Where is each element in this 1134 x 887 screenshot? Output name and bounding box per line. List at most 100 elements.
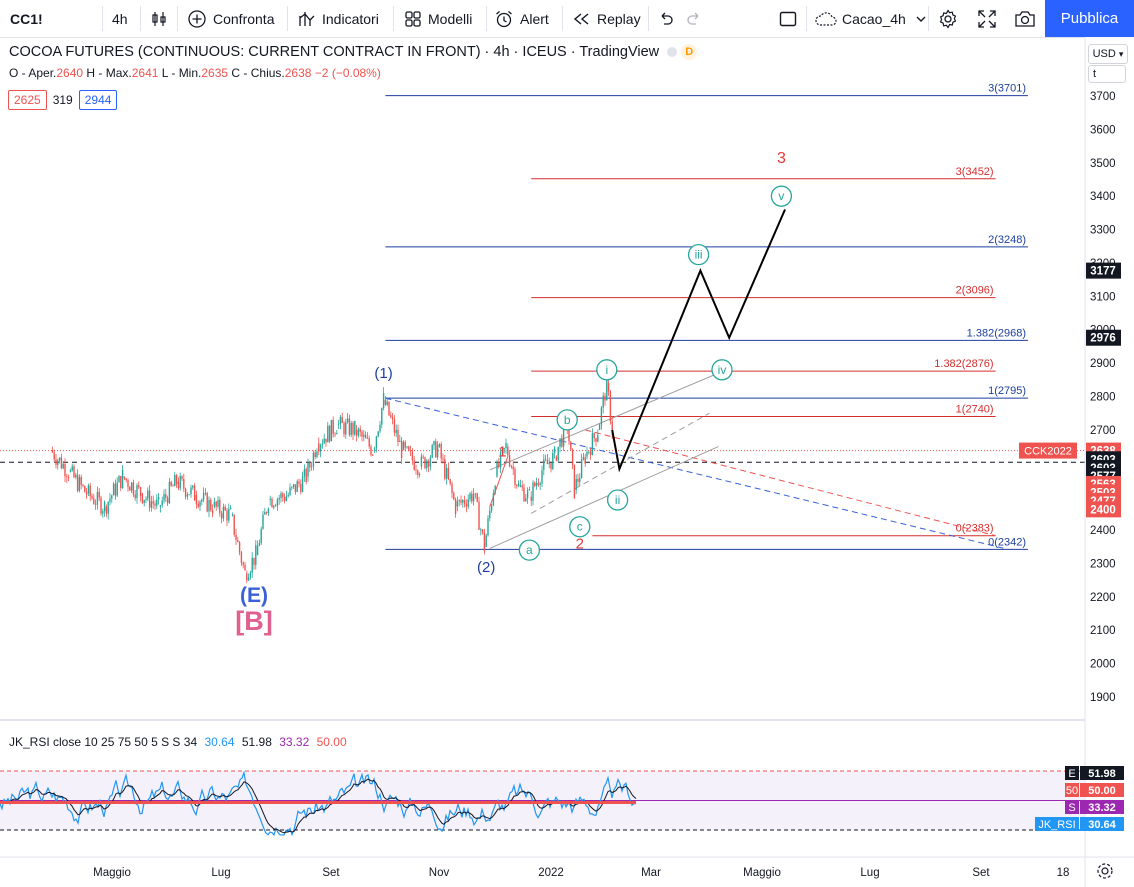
snapshot-button[interactable] [1013, 0, 1037, 37]
fullscreen-toggle-button[interactable] [778, 0, 798, 37]
candle-body [562, 423, 565, 447]
compare-button[interactable]: Confronta [187, 0, 274, 37]
candle-body [323, 438, 325, 444]
candle-body [584, 457, 586, 464]
candle-body [202, 493, 205, 500]
candle-body [262, 514, 264, 529]
templates-button[interactable]: Modelli [403, 0, 472, 37]
undo-button[interactable] [657, 0, 675, 37]
gear-icon [939, 8, 957, 29]
price-axis[interactable]: 3700360035003400330032003100300029002800… [1019, 37, 1134, 887]
candle-body [84, 485, 86, 493]
divider [806, 6, 807, 31]
candle-body [192, 485, 194, 488]
cloud-icon [815, 11, 837, 26]
templates-icon [405, 10, 421, 27]
gear-icon [1097, 863, 1113, 879]
indicators-button[interactable]: Indicatori [297, 0, 379, 37]
camera-icon [1015, 10, 1035, 27]
candle-body [577, 479, 579, 482]
candle-body [552, 453, 554, 469]
replay-button[interactable]: Replay [572, 0, 641, 37]
rsi-ema-line [0, 778, 637, 834]
candle-body [138, 485, 140, 488]
rsi-tag-value: 30.64 [1088, 819, 1116, 831]
candle-body [219, 499, 221, 514]
time-axis[interactable]: Maggio Lug Set Nov 2022 Mar Maggio Lug Set 18 [0, 856, 1134, 879]
sell-badge[interactable]: 2625 [8, 90, 47, 110]
wave-label: (2) [477, 559, 495, 576]
layout-button[interactable]: Cacao_4h [814, 0, 928, 37]
price-label: 3177 [1090, 266, 1116, 278]
candle-body [539, 483, 541, 485]
divider [102, 6, 103, 31]
rsi-tag-key-bg [1065, 783, 1079, 797]
candle-body [604, 395, 606, 401]
wave-label: 2 [576, 535, 584, 552]
candle-body [94, 503, 97, 505]
delay-badge[interactable]: D [681, 44, 698, 61]
chart-style-button[interactable] [150, 0, 168, 37]
candle-body [136, 485, 138, 499]
divider [140, 6, 141, 31]
interval-button[interactable]: 4h [112, 10, 128, 27]
candle-body [582, 457, 585, 460]
candle-body [294, 484, 297, 492]
open-label: O - Aper. [9, 66, 57, 80]
buy-badge[interactable]: 2944 [78, 90, 118, 110]
settings-button[interactable] [937, 0, 959, 37]
candle-body [341, 416, 343, 424]
candle-body [271, 498, 273, 508]
candle-body [391, 417, 394, 420]
price-tick-label: 3500 [1090, 158, 1116, 170]
time-tick-label: 18 [1057, 867, 1070, 879]
scale-select[interactable]: t [1088, 65, 1126, 83]
candle-body [244, 564, 246, 571]
currency-label: USD [1092, 48, 1116, 60]
candle-body [132, 482, 135, 495]
candle-body [66, 476, 68, 478]
candle-body [181, 476, 183, 480]
candle-body [435, 441, 437, 458]
currency-select[interactable]: USD ▾ [1088, 44, 1128, 64]
candle-body [411, 451, 414, 461]
candle-body [377, 431, 379, 437]
fullscreen-button[interactable] [976, 0, 998, 37]
fib-level-label: 0(2383) [956, 523, 994, 535]
chart-area[interactable]: 3(3701) 3(3452) 2(3248) 2(3096) 1.382(2968) 1… [0, 37, 1134, 887]
redo-button[interactable] [685, 0, 703, 37]
candle-body [555, 456, 558, 461]
candle-body [481, 529, 484, 533]
rsi-tag-value: 51.98 [1088, 768, 1116, 780]
divider [928, 6, 929, 31]
candle-body [357, 428, 360, 436]
rsi-legend[interactable]: JK_RSI close 10 25 75 50 5 S S 34 30.64 … [9, 735, 347, 749]
alert-button[interactable]: Alert [494, 0, 549, 37]
divider [393, 6, 394, 31]
rsi-tag-value: 33.32 [1088, 802, 1116, 814]
candle-body [595, 438, 597, 442]
candle-body [373, 448, 376, 450]
candle-body [156, 499, 158, 506]
candle-body [174, 474, 176, 487]
candle-body [130, 482, 133, 491]
candle-body [384, 399, 387, 405]
fib-level-label: 2(3096) [956, 285, 994, 297]
candle-body [314, 452, 316, 457]
candle-body [535, 482, 538, 487]
publish-button[interactable]: Pubblica [1045, 0, 1134, 37]
symbol-search[interactable]: CC1! [10, 10, 43, 27]
fib-level-label: 1(2740) [956, 404, 994, 416]
candle-body [445, 468, 448, 479]
candle-body [397, 429, 399, 442]
candle-body [237, 540, 239, 542]
candle-body [352, 422, 354, 435]
candle-body [343, 423, 345, 435]
candle-body [528, 489, 531, 491]
candle-body [586, 451, 588, 457]
top-toolbar: CC1! 4h Confronta Indicatori Modelli Ale… [0, 0, 1134, 38]
candle-body [442, 458, 444, 460]
candle-body [211, 509, 214, 514]
plus-circle-icon [188, 9, 206, 28]
candle-body [591, 433, 594, 455]
